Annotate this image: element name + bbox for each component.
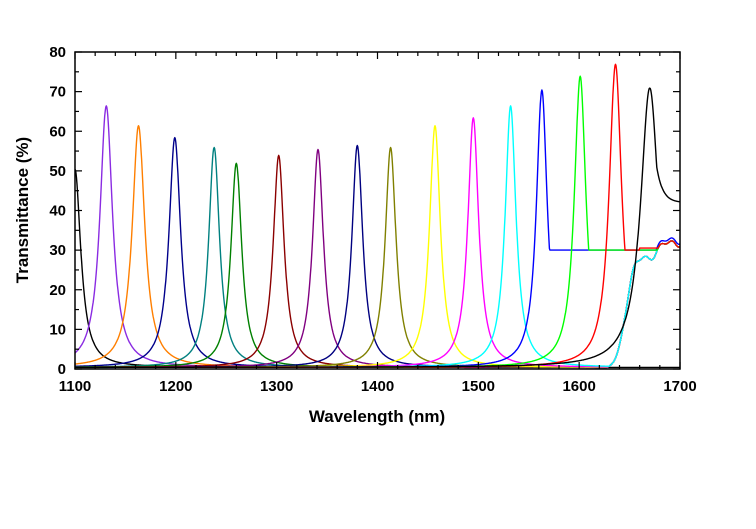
y-tick-label: 70	[49, 84, 66, 101]
series-line	[74, 105, 681, 369]
y-tick-label: 20	[49, 282, 66, 299]
series-line	[74, 125, 681, 368]
y-tick-label: 50	[49, 163, 66, 180]
x-tick-label: 1600	[562, 378, 595, 395]
x-tick-label: 1300	[260, 378, 293, 395]
x-tick-label: 1700	[663, 378, 696, 395]
y-tick-label: 80	[49, 44, 66, 61]
series-line	[74, 168, 681, 369]
x-tick-label: 1100	[59, 378, 92, 395]
ticks-layer: 1100 1200 1300 1400 1500 1600 1700 0 10 20 30 40 50 6…	[49, 44, 696, 395]
x-axis-title: Wavelength (nm)	[309, 407, 445, 426]
series-line	[74, 136, 681, 369]
series-line	[74, 148, 681, 368]
series-line	[74, 117, 681, 368]
y-tick-label: 30	[49, 242, 66, 259]
series-line	[74, 125, 681, 369]
series-line	[74, 144, 681, 368]
series-line	[74, 154, 681, 368]
series-line	[74, 162, 681, 369]
x-tick-label: 1200	[159, 378, 192, 395]
series-line	[74, 146, 681, 369]
y-tick-label: 10	[49, 321, 66, 338]
curves-layer	[74, 63, 681, 369]
y-tick-label: 40	[49, 203, 66, 220]
y-tick-label: 60	[49, 123, 66, 140]
x-tick-label: 1400	[361, 378, 394, 395]
y-tick-label: 0	[58, 361, 66, 378]
series-line	[74, 105, 681, 369]
y-axis-title: Transmittance (%)	[13, 137, 32, 283]
x-tick-label: 1500	[462, 378, 495, 395]
series-line	[74, 146, 681, 368]
plot-frame	[74, 51, 681, 370]
